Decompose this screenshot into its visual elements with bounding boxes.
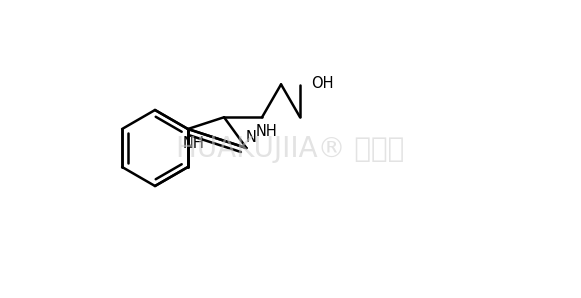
- Text: OH: OH: [311, 77, 333, 91]
- Text: HUAKUJIIA® 化学加: HUAKUJIIA® 化学加: [177, 135, 404, 163]
- Text: NH: NH: [255, 124, 277, 139]
- Text: NH: NH: [183, 136, 205, 150]
- Text: N: N: [246, 131, 257, 145]
